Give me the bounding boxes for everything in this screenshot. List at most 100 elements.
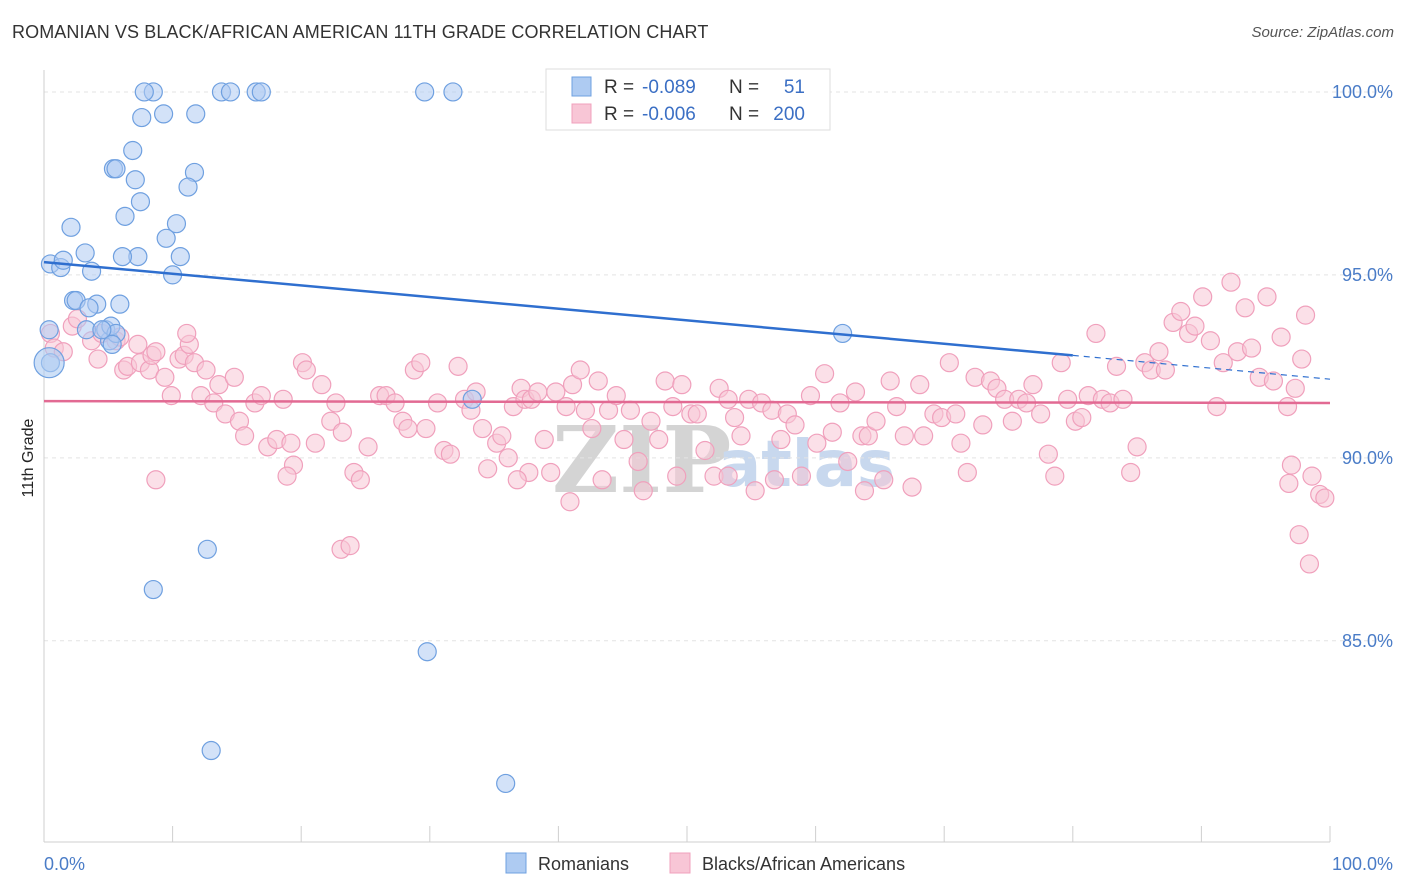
romanians-point-38 [220, 82, 241, 102]
blacks-point-134 [957, 462, 977, 483]
stats-blacks-n-label: N = [729, 104, 759, 125]
chart-source: Source: ZipAtlas.com [1251, 24, 1394, 41]
stats-blacks-n-value: 200 [773, 104, 805, 125]
blacks-point-97 [687, 404, 707, 424]
romanians-point-16 [102, 334, 122, 355]
blacks-point-101 [718, 389, 738, 409]
legend: Romanians Blacks/African Americans [505, 852, 905, 874]
stats-romanians-n-value: 51 [784, 77, 805, 98]
romanians-point-42 [443, 82, 463, 102]
trend-line-romanians [43, 260, 1073, 357]
stats-blacks-r-label: R = [604, 104, 634, 125]
blacks-point-75 [541, 462, 561, 483]
romanians-point-40 [251, 82, 271, 102]
romanians-point-50 [201, 740, 221, 761]
blacks-point-67 [492, 426, 512, 446]
blacks-point-182 [1295, 305, 1316, 325]
blacks-point-86 [614, 429, 634, 450]
romanians-point-36 [153, 104, 174, 124]
blacks-point-48 [358, 437, 378, 457]
blacks-point-40 [296, 360, 316, 380]
romanians-point-17 [110, 294, 130, 314]
blacks-point-193 [340, 536, 360, 556]
blacks-point-51 [385, 393, 405, 413]
blacks-point-194 [560, 492, 580, 512]
blacks-point-174 [1241, 338, 1262, 358]
romanians-point-41 [415, 82, 435, 102]
blacks-point-60 [448, 356, 468, 376]
stats-box-frame [545, 68, 831, 131]
stats-box: R = -0.089 N = 51 R = -0.006 N = 200 [545, 68, 831, 131]
stats-romanians-r-value: -0.089 [642, 77, 696, 98]
blacks-point-77 [556, 397, 576, 417]
blacks-point-16 [146, 342, 166, 362]
blacks-point-156 [1113, 389, 1133, 409]
romanians-point-20 [125, 170, 145, 190]
blacks-point-103 [731, 426, 751, 446]
blacks-point-128 [914, 426, 934, 446]
blacks-point-157 [1121, 462, 1141, 483]
blacks-point-118 [845, 382, 866, 402]
y-tick-label-0: 100.0% [1332, 82, 1393, 102]
romanians-point-47 [143, 579, 163, 600]
romanians-point-25 [156, 228, 176, 248]
blacks-point-145 [1038, 444, 1058, 464]
romanians-point-30 [178, 177, 198, 197]
blacks-point-92 [655, 371, 675, 391]
blacks-point-169 [1207, 397, 1227, 417]
blacks-point-199 [854, 481, 875, 501]
blacks-point-133 [951, 433, 971, 453]
x-tick-label-max: 100.0% [1332, 854, 1393, 874]
romanians-point-large [33, 347, 65, 379]
blacks-point-185 [1281, 455, 1302, 475]
blacks-point-89 [633, 481, 653, 501]
romanians-point-10 [79, 298, 99, 318]
blacks-point-47 [350, 470, 370, 490]
y-tick-label-1: 95.0% [1342, 265, 1393, 285]
blacks-point-41 [305, 433, 325, 453]
blacks-point-183 [1302, 466, 1322, 486]
blacks-point-94 [667, 466, 687, 486]
blacks-point-12 [128, 334, 148, 355]
blacks-point-177 [1263, 371, 1284, 391]
blacks-point-27 [209, 375, 229, 395]
blacks-point-105 [745, 481, 765, 501]
stats-swatch-romanians [571, 76, 592, 97]
blacks-point-146 [1045, 466, 1065, 486]
blacks-point-166 [1185, 316, 1205, 336]
blacks-point-152 [1086, 323, 1106, 344]
blacks-point-123 [880, 371, 900, 391]
blacks-point-90 [641, 411, 661, 431]
blacks-point-25 [196, 360, 216, 380]
gridlines [44, 91, 1393, 642]
blacks-point-127 [910, 375, 930, 395]
blacks-point-110 [785, 415, 805, 435]
blacks-point-59 [440, 444, 460, 464]
blacks-point-168 [1200, 331, 1221, 351]
blacks-point-36 [273, 389, 293, 409]
blacks-point-83 [592, 470, 612, 490]
y-tick-label-2: 90.0% [1342, 448, 1393, 468]
romanians-point-27 [170, 246, 190, 267]
blacks-point-108 [771, 429, 791, 450]
chart-title: ROMANIAN VS BLACK/AFRICAN AMERICAN 11TH … [12, 22, 709, 42]
romanians-point-51 [496, 773, 516, 794]
y-axis-label: 11th Grade [20, 418, 37, 497]
blacks-point-121 [866, 411, 886, 431]
blacks-point-81 [582, 418, 602, 439]
blacks-point-162 [1155, 360, 1175, 380]
blacks-point-126 [902, 477, 922, 497]
romanians-point-21 [115, 206, 135, 226]
blacks-point-88 [628, 451, 648, 472]
blacks-point-143 [1023, 375, 1043, 395]
stats-blacks-r-value: -0.006 [642, 104, 696, 125]
romanians-point-26 [166, 214, 187, 234]
blacks-point-173 [1235, 298, 1255, 318]
blacks-point-37 [281, 433, 301, 453]
blacks-point-136 [973, 415, 993, 435]
blacks-point-33 [251, 386, 271, 406]
blacks-point-73 [528, 382, 548, 402]
blacks-point-191 [277, 466, 297, 486]
blacks-point-31 [235, 426, 255, 446]
